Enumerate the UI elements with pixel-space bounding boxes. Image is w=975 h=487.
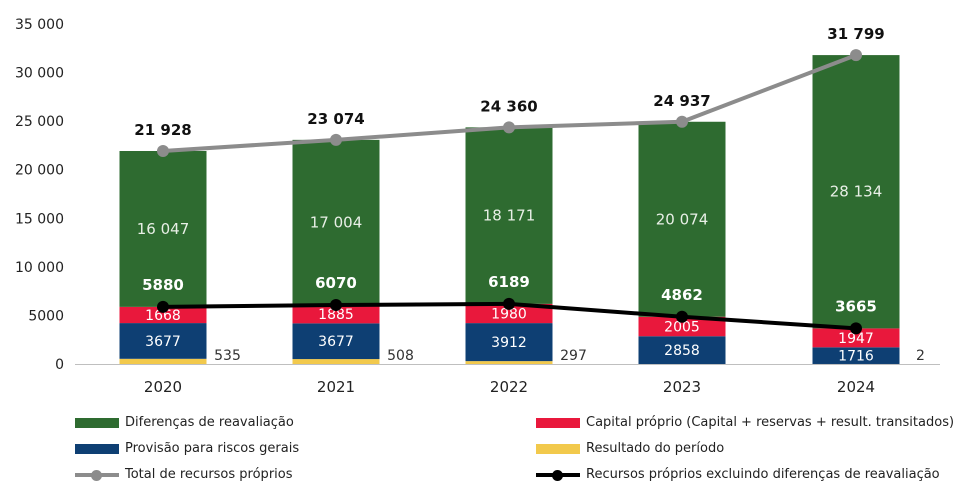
legend-item-excluindo: Recursos próprios excluindo diferenças d…: [536, 467, 940, 482]
legend-swatch-diferencas: [75, 417, 119, 428]
bar-resultado: [119, 358, 207, 364]
line-point-excluindo: [850, 322, 862, 335]
x-tick-label: 2020: [144, 378, 182, 396]
line-point-total: [503, 121, 515, 134]
x-tick-label: 2024: [837, 378, 875, 396]
data-label-capital: 2005: [664, 319, 700, 335]
line-label-total: 24 360: [480, 97, 537, 115]
data-label-capital: 1668: [145, 308, 181, 324]
bar-capital: [465, 303, 553, 324]
bar-provisao: [119, 323, 207, 359]
legend-item-resultado: Resultado do período: [536, 441, 724, 456]
line-label-total: 24 937: [653, 92, 710, 110]
legend-label-capital: Capital próprio (Capital + reservas + re…: [586, 415, 955, 430]
line-label-excluindo: 4862: [661, 286, 703, 304]
y-tick-label: 25 000: [15, 114, 64, 130]
x-tick-label: 2022: [490, 378, 528, 396]
y-tick-label: 0: [55, 357, 64, 373]
line-point-total: [330, 133, 342, 146]
legend-swatch-provisao: [75, 443, 119, 454]
data-label-provisao: 3677: [318, 334, 354, 350]
y-tick-label: 5000: [28, 308, 64, 324]
legend-label-total: Total de recursos próprios: [125, 467, 293, 482]
data-label-capital: 1885: [318, 307, 354, 323]
line-label-excluindo: 6189: [488, 273, 530, 291]
y-tick-label: 30 000: [15, 66, 64, 82]
line-point-excluindo: [157, 300, 169, 313]
line-point-excluindo: [330, 299, 342, 312]
data-label-resultado: 297: [560, 348, 587, 364]
legend-line-total: [75, 469, 119, 481]
data-label-provisao: 1716: [838, 349, 874, 365]
line-point-excluindo: [503, 297, 515, 310]
legend-swatch-resultado: [536, 443, 580, 454]
data-label-capital: 1947: [838, 331, 874, 347]
bar-provisao: [638, 336, 726, 364]
data-label-provisao: 2858: [664, 343, 700, 359]
bar-provisao: [465, 323, 553, 362]
bar-diferencas: [465, 127, 553, 304]
legend-line-excluindo: [536, 469, 580, 481]
x-tick-label: 2021: [317, 378, 355, 396]
line-label-total: 23 074: [307, 110, 364, 128]
legend-label-diferencas: Diferenças de reavaliação: [125, 415, 294, 430]
chart-plot: 0 5000 10 000 15 000 20 000 25 000 30 000 35 00…: [15, 17, 940, 396]
data-label-resultado: 535: [214, 348, 241, 364]
bar-diferencas: [812, 55, 900, 329]
y-tick-label: 20 000: [15, 163, 64, 179]
legend-item-provisao: Provisão para riscos gerais: [75, 441, 299, 456]
line-label-total: 21 928: [134, 121, 191, 139]
line-point-total: [676, 115, 688, 128]
bar-capital: [812, 328, 900, 348]
bar-diferencas: [292, 139, 380, 306]
data-label-resultado: 508: [387, 348, 414, 364]
bar-diferencas: [119, 150, 207, 307]
bar-capital: [292, 305, 380, 324]
data-label-diferencas: 17 004: [310, 213, 363, 231]
bar-provisao: [812, 347, 900, 364]
bar-capital: [119, 306, 207, 324]
bar-resultado: [465, 361, 553, 364]
y-tick-label: 15 000: [15, 211, 64, 227]
x-tick-label: 2023: [663, 378, 701, 396]
y-tick-label: 10 000: [15, 260, 64, 276]
data-label-provisao: 3912: [491, 335, 527, 351]
legend-item-capital: Capital próprio (Capital + reservas + re…: [536, 415, 954, 430]
line-label-excluindo: 5880: [142, 276, 184, 294]
bar-capital: [638, 316, 726, 337]
bar-resultado: [292, 359, 380, 364]
data-label-diferencas: 20 074: [656, 210, 709, 228]
bar-provisao: [292, 323, 380, 360]
line-label-excluindo: 6070: [315, 274, 357, 292]
line-point-excluindo: [676, 310, 688, 323]
line-label-excluindo: 3665: [835, 297, 877, 315]
data-label-diferencas: 18 171: [483, 207, 536, 225]
legend-label-provisao: Provisão para riscos gerais: [125, 441, 300, 456]
legend-swatch-capital: [536, 417, 580, 428]
line-point-total: [157, 144, 169, 157]
legend-label-resultado: Resultado do período: [586, 441, 725, 456]
data-label-diferencas: 16 047: [137, 220, 190, 238]
legend-item-diferencas: Diferenças de reavaliação: [75, 415, 294, 430]
line-point-total: [850, 49, 862, 62]
legend-item-total: Total de recursos próprios: [75, 467, 293, 482]
data-label-resultado: 2: [916, 348, 925, 364]
line-label-total: 31 799: [827, 25, 884, 43]
data-label-provisao: 3677: [145, 334, 181, 350]
bar-diferencas: [638, 121, 726, 317]
data-label-capital: 1980: [491, 306, 527, 322]
legend-label-excluindo: Recursos próprios excluindo diferenças d…: [586, 467, 940, 482]
y-tick-label: 35 000: [15, 17, 64, 33]
data-label-diferencas: 28 134: [830, 183, 883, 201]
